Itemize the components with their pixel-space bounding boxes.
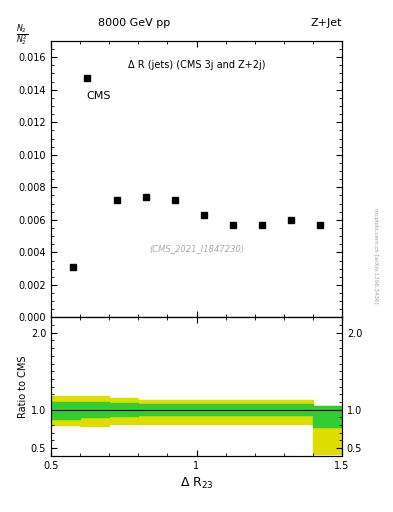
- Text: 8000 GeV pp: 8000 GeV pp: [98, 18, 171, 28]
- X-axis label: Δ R$_{23}$: Δ R$_{23}$: [180, 476, 213, 491]
- Text: (CMS_2021_I1847230): (CMS_2021_I1847230): [149, 244, 244, 253]
- Y-axis label: Ratio to CMS: Ratio to CMS: [18, 355, 28, 418]
- Text: CMS: CMS: [86, 91, 110, 101]
- Text: Δ R (jets) (CMS 3j and Z+2j): Δ R (jets) (CMS 3j and Z+2j): [128, 60, 265, 70]
- Text: mcplots.cern.ch [arXiv:1306.3436]: mcplots.cern.ch [arXiv:1306.3436]: [373, 208, 378, 304]
- Y-axis label: $\frac{N_2}{N^2_{2}}$: $\frac{N_2}{N^2_{2}}$: [16, 23, 28, 49]
- Text: Z+Jet: Z+Jet: [310, 18, 342, 28]
